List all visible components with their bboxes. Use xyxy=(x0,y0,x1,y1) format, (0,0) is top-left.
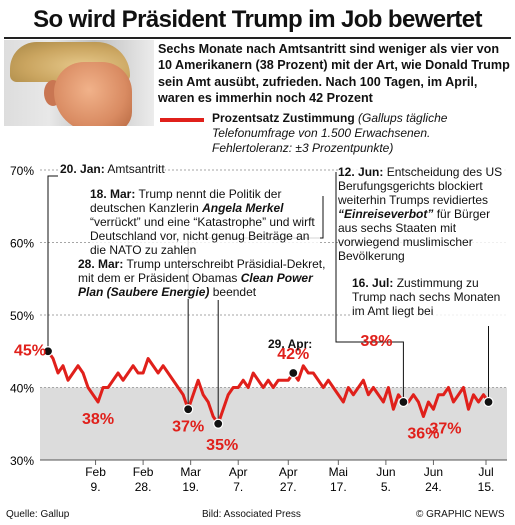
footer-copyright: © GRAPHIC NEWS xyxy=(416,509,505,520)
value-label: 38% xyxy=(360,333,392,350)
x-tick-month: Apr xyxy=(279,465,298,479)
annotation-mar28-name: Clean Power Plan (Saubere Energie) xyxy=(78,271,313,299)
y-tick-label: 30% xyxy=(10,454,34,468)
annotation-jun12: 12. Jun: Entscheidung des US Berufungsge… xyxy=(338,165,508,263)
legend-note: (Gallups tägliche Telefonumfrage von 1.5… xyxy=(212,111,448,155)
value-label: 38% xyxy=(82,411,114,428)
x-tick-day: 7. xyxy=(233,480,243,494)
annotation-jan20-date: 20. Jan: xyxy=(60,162,105,176)
x-tick-day: 28. xyxy=(135,480,152,494)
x-tick-month: Apr xyxy=(229,465,248,479)
event-marker xyxy=(42,346,54,357)
y-tick-label: 60% xyxy=(10,237,34,251)
annotation-jun12-text-a: Entscheidung des US Berufungsgerichts bl… xyxy=(338,165,503,207)
page-title: So wird Präsident Trump im Job bewertet xyxy=(33,6,482,33)
annotation-jun12-name: “Einreiseverbot” xyxy=(338,207,434,221)
event-marker xyxy=(398,396,409,408)
annotation-jan20-text: Amtsantritt xyxy=(107,162,165,176)
annotation-mar18-text-a: Trump nennt die Politik der deutschen Ka… xyxy=(90,187,282,215)
x-tick-day: 27. xyxy=(280,480,297,494)
legend-line-swatch xyxy=(160,118,204,122)
x-tick-month: Feb xyxy=(133,465,154,479)
footer-source: Quelle: Gallup xyxy=(6,509,70,520)
value-label: 37% xyxy=(429,420,461,437)
event-marker xyxy=(288,367,299,379)
annotation-mar28-date: 28. Mar: xyxy=(78,257,124,271)
x-tick-month: Mar xyxy=(180,465,201,479)
legend: Prozentsatz Zustimmung (Gallups tägliche… xyxy=(212,111,512,156)
annotation-jul16-date: 16. Jul: xyxy=(352,276,394,290)
annotation-mar18: 18. Mar: Trump nennt die Politik der deu… xyxy=(90,187,320,257)
value-label: 37% xyxy=(172,418,204,435)
annotation-leader-line xyxy=(335,172,404,402)
annotation-jul16: 16. Jul: Zustimmung zu Trump nach sechs … xyxy=(352,276,509,318)
value-label: 35% xyxy=(206,437,238,454)
below-40-band xyxy=(40,387,507,460)
x-tick-month: Feb xyxy=(85,465,106,479)
annotation-mar18-name: Angela Merkel xyxy=(202,201,284,215)
x-tick-month: Jun xyxy=(424,465,443,479)
annotation-mar18-text-b: “verrückt” und eine “Katastrophe” und wi… xyxy=(90,215,315,257)
annotation-jul16-text: Zustimmung zu Trump nach sechs Monaten i… xyxy=(352,276,501,318)
x-tick-month: Jun xyxy=(376,465,395,479)
value-label: 42% xyxy=(277,346,309,363)
annotation-jun12-text-b: für Bürger aus sechs Staaten mit vorwieg… xyxy=(338,207,491,263)
annotation-mar28: 28. Mar: Trump unterschreibt Präsidial-D… xyxy=(78,257,330,299)
x-tick-day: 17. xyxy=(330,480,347,494)
annotation-jan20: 20. Jan: Amtsantritt xyxy=(60,162,165,176)
trump-photo xyxy=(4,40,154,126)
y-tick-label: 70% xyxy=(10,164,34,178)
x-tick-day: 24. xyxy=(425,480,442,494)
event-marker xyxy=(183,404,194,415)
value-label: 45% xyxy=(14,342,46,359)
event-marker xyxy=(213,418,224,429)
x-tick-month: Mai xyxy=(329,465,348,479)
y-tick-label: 50% xyxy=(10,309,34,323)
approval-line xyxy=(46,350,490,426)
x-tick-day: 15. xyxy=(478,480,495,494)
annotation-jun12-date: 12. Jun: xyxy=(338,165,384,179)
x-tick-month: Jul xyxy=(478,465,493,479)
title-rule xyxy=(4,37,511,39)
event-marker xyxy=(483,396,494,408)
annotation-mar28-text-a: Trump unterschreibt Präsidial-Dekret, mi… xyxy=(78,257,326,285)
footer-photo-credit: Bild: Associated Press xyxy=(202,509,301,520)
annotation-apr29-date: 29. Apr: xyxy=(268,337,313,351)
annotation-mar18-date: 18. Mar: xyxy=(90,187,136,201)
x-tick-day: 5. xyxy=(381,480,391,494)
annotation-leader-line xyxy=(47,175,58,352)
y-tick-label: 40% xyxy=(10,382,34,396)
value-label: 36% xyxy=(407,426,439,443)
annotation-apr29: 29. Apr: xyxy=(268,337,312,351)
x-tick-day: 9. xyxy=(91,480,101,494)
annotation-mar28-text-b: beendet xyxy=(212,285,257,299)
photo-face xyxy=(54,62,132,126)
intro-text: Sechs Monate nach Amtsantritt sind wenig… xyxy=(158,42,510,106)
x-tick-day: 19. xyxy=(182,480,199,494)
legend-series-label: Prozentsatz Zustimmung xyxy=(212,111,355,125)
